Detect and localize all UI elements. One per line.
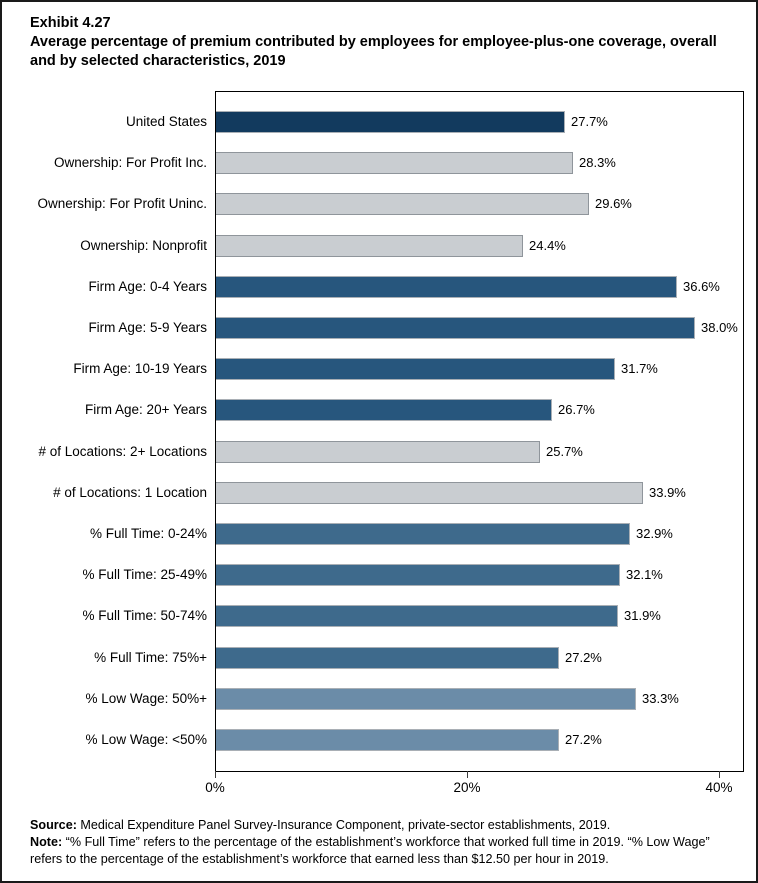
value-label: 32.1%	[626, 567, 663, 583]
value-label: 28.3%	[579, 155, 616, 171]
value-label: 27.2%	[565, 649, 602, 665]
axis-tick-label: 40%	[705, 780, 733, 795]
category-label: % Full Time: 50-74%	[82, 608, 207, 624]
category-label: # of Locations: 2+ Locations	[38, 443, 208, 459]
axis-tick	[215, 771, 216, 778]
category-label: Ownership: For Profit Uninc.	[37, 196, 207, 212]
value-label: 26.7%	[558, 402, 595, 418]
note-label: Note:	[30, 835, 63, 849]
category-label: United States	[125, 114, 207, 129]
category-label: Ownership: For Profit Inc.	[53, 155, 207, 171]
value-label: 33.3%	[642, 690, 679, 706]
category-label: Ownership: Nonprofit	[80, 237, 207, 253]
source-text: Medical Expenditure Panel Survey-Insuran…	[76, 818, 611, 832]
axis-tick	[719, 771, 720, 778]
value-label: 24.4%	[529, 237, 566, 253]
value-label: 38.0%	[701, 320, 738, 335]
x-axis: 0% 20% 40%	[205, 770, 744, 810]
bar	[216, 152, 573, 175]
category-label: Firm Age: 20+ Years	[85, 402, 207, 418]
methodology-note: Note: “% Full Time” refers to the percen…	[30, 834, 738, 868]
category-label: % Full Time: 75%+	[94, 649, 207, 665]
axis-tick-label: 20%	[453, 780, 481, 795]
bar	[216, 275, 677, 298]
bar	[216, 111, 565, 133]
axis-tick-label: 0%	[205, 780, 225, 795]
bar	[216, 440, 540, 463]
value-label: 27.2%	[565, 732, 602, 747]
value-label: 36.6%	[683, 278, 720, 294]
chart-title: Average percentage of premium contribute…	[30, 34, 717, 69]
category-label: % Low Wage: <50%	[85, 732, 207, 747]
bar	[216, 687, 636, 710]
value-label: 33.9%	[649, 484, 686, 500]
bar	[216, 564, 620, 587]
bar	[216, 523, 630, 545]
category-label: % Full Time: 0-24%	[89, 526, 207, 541]
category-label: # of Locations: 1 Location	[53, 484, 207, 500]
category-axis: United States Ownership: For Profit Inc. O…	[2, 91, 207, 770]
chart-title-block: Exhibit 4.27 Average percentage of premi…	[30, 14, 744, 71]
bar	[216, 399, 552, 422]
source-label: Source:	[30, 818, 77, 832]
source-note: Source: Medical Expenditure Panel Survey…	[30, 817, 738, 834]
value-label: 31.9%	[624, 608, 661, 624]
bar	[216, 317, 695, 339]
value-label: 27.7%	[571, 114, 608, 129]
category-label: % Low Wage: 50%+	[85, 690, 207, 706]
exhibit-number: Exhibit 4.27	[30, 15, 111, 31]
bar	[216, 234, 523, 257]
value-label: 32.9%	[636, 526, 673, 541]
bar	[216, 481, 643, 504]
value-label: 29.6%	[595, 196, 632, 212]
category-label: Firm Age: 10-19 Years	[73, 361, 207, 377]
category-label: % Full Time: 25-49%	[82, 567, 207, 583]
note-text: “% Full Time” refers to the percentage o…	[30, 835, 710, 866]
bar	[216, 358, 615, 381]
category-label: Firm Age: 0-4 Years	[88, 278, 207, 294]
bar	[216, 646, 559, 669]
value-label: 31.7%	[621, 361, 658, 377]
category-label: Firm Age: 5-9 Years	[88, 320, 207, 335]
bar	[216, 605, 618, 628]
value-label: 25.7%	[546, 443, 583, 459]
bar	[216, 729, 559, 751]
bar	[216, 193, 589, 216]
footnotes: Source: Medical Expenditure Panel Survey…	[30, 817, 738, 868]
plot-area: 27.7% 28.3% 29.6% 24.4% 36.6% 38.0% 31.7% 26.7%…	[215, 91, 744, 772]
axis-tick	[467, 771, 468, 778]
